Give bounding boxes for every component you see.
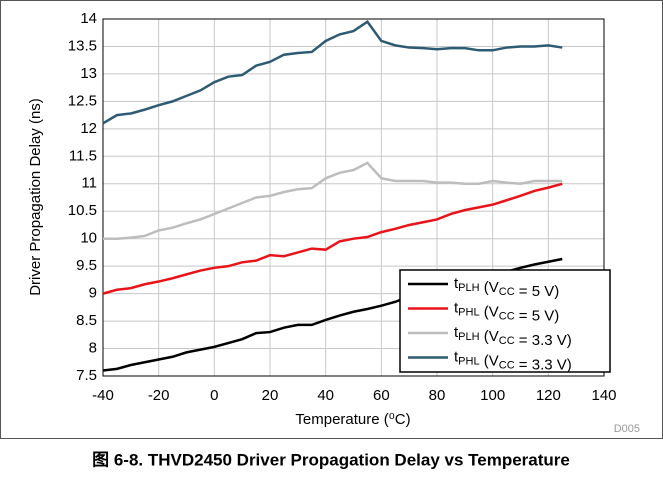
data-line bbox=[102, 20, 563, 125]
x-tick-label: 120 bbox=[536, 387, 561, 404]
plot-border bbox=[102, 18, 605, 377]
y-tick-label: 11 bbox=[81, 175, 97, 192]
x-tick-label: 60 bbox=[373, 387, 390, 404]
y-tick-label: 9 bbox=[89, 285, 97, 302]
x-tick-label: 140 bbox=[591, 387, 616, 404]
x-tick-label: 40 bbox=[317, 387, 334, 404]
y-tick-label: 12 bbox=[80, 120, 97, 137]
figure-id: D005 bbox=[614, 423, 640, 435]
x-tick-label: -40 bbox=[92, 387, 114, 404]
y-tick-label: 8.5 bbox=[76, 312, 97, 329]
caption: 图 6-8. THVD2450 Driver Propagation Delay… bbox=[92, 450, 570, 469]
x-axis-label: Temperature (⁰C) bbox=[295, 411, 410, 428]
y-tick-label: 9.5 bbox=[76, 257, 97, 274]
legend-box bbox=[399, 269, 611, 373]
y-tick-label: 8 bbox=[89, 340, 97, 357]
data-line bbox=[103, 161, 563, 240]
y-tick-label: 10 bbox=[80, 230, 97, 247]
x-tick-label: 100 bbox=[480, 387, 505, 404]
data-line bbox=[102, 182, 563, 295]
y-axis-label: Driver Propagation Delay (ns) bbox=[27, 98, 44, 296]
x-tick-label: 0 bbox=[210, 387, 218, 404]
y-tick-label: 12.5 bbox=[68, 92, 97, 109]
y-tick-label: 7.5 bbox=[76, 367, 97, 384]
y-tick-label: 13.5 bbox=[68, 37, 97, 54]
y-tick-label: 10.5 bbox=[68, 202, 97, 219]
x-tick-label: 20 bbox=[262, 387, 279, 404]
y-tick-label: 11.5 bbox=[69, 147, 97, 164]
x-tick-label: 80 bbox=[429, 387, 446, 404]
y-tick-label: 13 bbox=[80, 65, 97, 82]
x-tick-label: -20 bbox=[148, 387, 170, 404]
y-tick-label: 14 bbox=[80, 10, 97, 27]
